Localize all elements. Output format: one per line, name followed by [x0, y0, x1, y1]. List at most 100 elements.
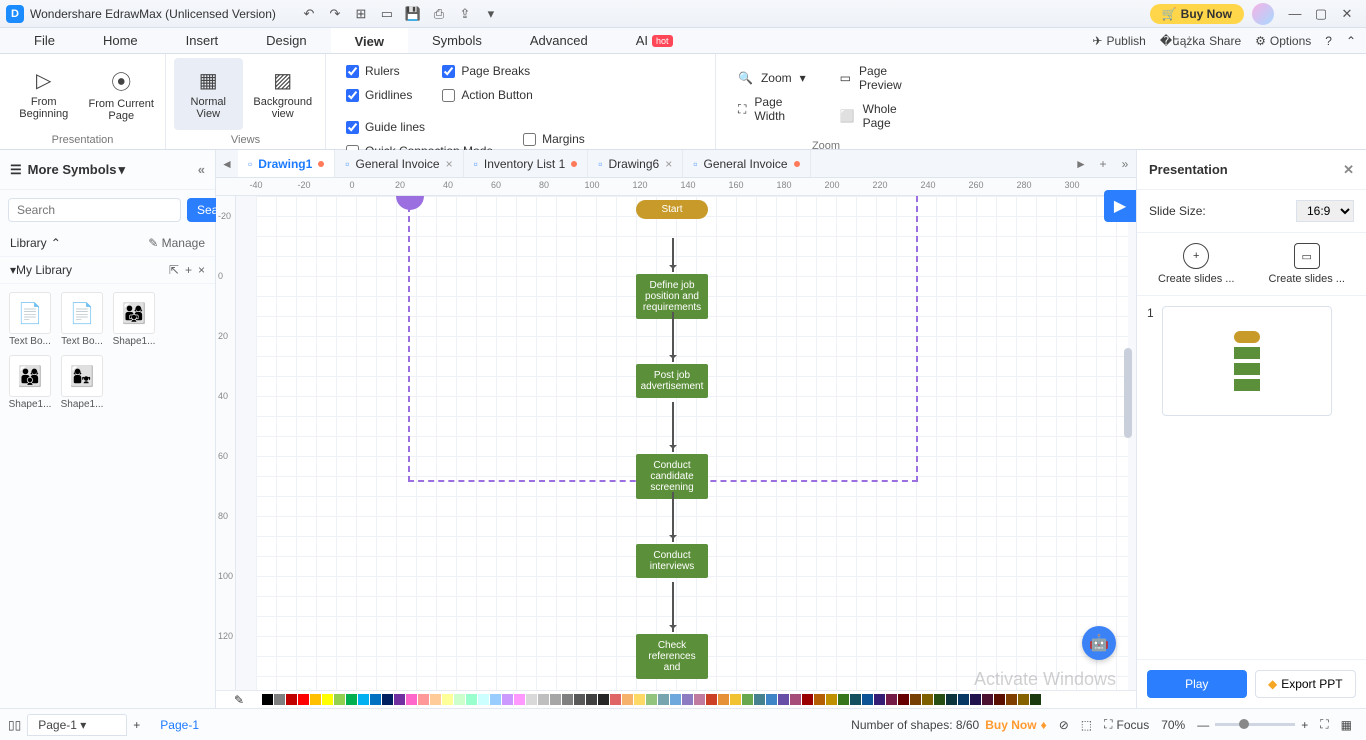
color-swatch[interactable]	[334, 694, 345, 705]
color-swatch[interactable]	[958, 694, 969, 705]
from-beginning-button[interactable]: ▷From Beginning	[8, 58, 80, 130]
color-swatch[interactable]	[862, 694, 873, 705]
buy-now-button[interactable]: 🛒 Buy Now	[1150, 4, 1244, 24]
canvas[interactable]: -20020406080100120 StartDefine job posit…	[216, 196, 1136, 708]
color-swatch[interactable]	[622, 694, 633, 705]
zoom-out-icon[interactable]: —	[1191, 718, 1215, 732]
color-swatch[interactable]	[526, 694, 537, 705]
tabs-next-icon[interactable]: ►	[1070, 157, 1092, 171]
color-swatch[interactable]	[1018, 694, 1029, 705]
undo-icon[interactable]: ↶	[296, 4, 322, 24]
tabs-overflow-icon[interactable]: »	[1114, 157, 1136, 171]
menu-design[interactable]: Design	[242, 28, 330, 53]
background-view-button[interactable]: ▨Background view	[249, 58, 318, 130]
page-width-button[interactable]: ⛶ Page Width	[738, 95, 806, 123]
color-swatch[interactable]	[874, 694, 885, 705]
export-icon[interactable]: ⇪	[452, 4, 478, 24]
color-swatch[interactable]	[658, 694, 669, 705]
color-swatch[interactable]	[442, 694, 453, 705]
color-swatch[interactable]	[802, 694, 813, 705]
chat-icon[interactable]: 🤖	[1082, 626, 1116, 660]
color-swatch[interactable]	[898, 694, 909, 705]
color-swatch[interactable]	[730, 694, 741, 705]
color-swatch[interactable]	[754, 694, 765, 705]
manage-button[interactable]: ✎ Manage	[148, 236, 205, 250]
color-swatch[interactable]	[814, 694, 825, 705]
action-button-checkbox[interactable]: Action Button	[442, 88, 532, 102]
color-swatch[interactable]	[466, 694, 477, 705]
selection-handle[interactable]	[396, 196, 424, 210]
create-slides-2-button[interactable]: ▭Create slides ...	[1269, 243, 1345, 285]
color-swatch[interactable]	[418, 694, 429, 705]
more-icon[interactable]: ▾	[478, 4, 504, 24]
zoom-slider[interactable]	[1215, 723, 1295, 726]
color-swatch[interactable]	[262, 694, 273, 705]
menu-symbols[interactable]: Symbols	[408, 28, 506, 53]
fit-icon[interactable]: ⛶	[1314, 717, 1334, 732]
doc-tab[interactable]: ▫Inventory List 1	[464, 150, 589, 177]
color-swatch[interactable]	[274, 694, 285, 705]
zoom-button[interactable]: 🔍 Zoom▾	[738, 71, 806, 85]
color-swatch[interactable]	[250, 694, 261, 705]
selection-box[interactable]	[408, 196, 410, 482]
whole-page-button[interactable]: ⬜ Whole Page	[840, 102, 914, 130]
color-swatch[interactable]	[646, 694, 657, 705]
slide-thumbnail[interactable]	[1162, 306, 1332, 416]
gridlines-checkbox[interactable]: Gridlines	[346, 88, 412, 102]
color-swatch[interactable]	[394, 694, 405, 705]
color-swatch[interactable]	[502, 694, 513, 705]
lib-add-icon[interactable]: +	[185, 263, 192, 277]
color-swatch[interactable]	[538, 694, 549, 705]
page-preview-button[interactable]: ▭ Page Preview	[840, 64, 914, 92]
open-icon[interactable]: ▭	[374, 4, 400, 24]
status-icon-1[interactable]: ⊘	[1053, 718, 1075, 732]
color-swatch[interactable]	[838, 694, 849, 705]
color-swatch[interactable]	[478, 694, 489, 705]
search-input[interactable]	[8, 198, 181, 222]
eyedropper-icon[interactable]: ✎	[234, 693, 244, 707]
maximize-icon[interactable]: ▢	[1308, 4, 1334, 24]
shape-item[interactable]: 📄Text Bo...	[60, 292, 104, 347]
doc-tab[interactable]: ▫Drawing6×	[588, 150, 683, 177]
collapse-ribbon-icon[interactable]: ⌃	[1346, 34, 1356, 48]
color-swatch[interactable]	[994, 694, 1005, 705]
close-icon[interactable]: ✕	[1334, 4, 1360, 24]
color-swatch[interactable]	[778, 694, 789, 705]
flow-node[interactable]: Post job advertisement	[636, 364, 708, 398]
color-swatch[interactable]	[1006, 694, 1017, 705]
color-swatch[interactable]	[970, 694, 981, 705]
tab-close-icon[interactable]: ×	[446, 157, 453, 171]
shape-item[interactable]: 👨‍👩‍👧Shape1...	[112, 292, 156, 347]
margins-checkbox[interactable]: Margins	[523, 132, 585, 146]
color-swatch[interactable]	[454, 694, 465, 705]
color-swatch[interactable]	[910, 694, 921, 705]
active-page-tab[interactable]: Page-1	[160, 718, 199, 732]
color-swatch[interactable]	[286, 694, 297, 705]
share-button[interactable]: �եążka Share	[1160, 34, 1241, 48]
more-symbols-header[interactable]: ☰More Symbols▾«	[0, 150, 215, 190]
color-swatch[interactable]	[886, 694, 897, 705]
menu-home[interactable]: Home	[79, 28, 162, 53]
selection-box-3[interactable]	[916, 196, 918, 482]
print-icon[interactable]: ⎙	[426, 4, 452, 24]
guide-lines-checkbox[interactable]: Guide lines	[346, 120, 493, 134]
color-swatch[interactable]	[850, 694, 861, 705]
menu-ai[interactable]: AIhot	[612, 28, 697, 53]
flow-node[interactable]: Check references and	[636, 634, 708, 679]
avatar[interactable]	[1252, 3, 1274, 25]
color-swatch[interactable]	[670, 694, 681, 705]
page-select[interactable]: Page-1 ▾	[27, 714, 127, 736]
color-swatch[interactable]	[790, 694, 801, 705]
from-current-button[interactable]: ⦿From Current Page	[86, 58, 158, 130]
menu-insert[interactable]: Insert	[162, 28, 243, 53]
doc-tab[interactable]: ▫General Invoice×	[335, 150, 463, 177]
menu-view[interactable]: View	[331, 28, 408, 53]
color-swatch[interactable]	[370, 694, 381, 705]
zoom-value[interactable]: 70%	[1155, 718, 1191, 732]
color-swatch[interactable]	[946, 694, 957, 705]
create-slides-1-button[interactable]: +Create slides ...	[1158, 243, 1234, 285]
color-swatch[interactable]	[982, 694, 993, 705]
flow-node[interactable]: Start	[636, 200, 708, 219]
doc-tab[interactable]: ▫Drawing1	[238, 150, 335, 177]
color-swatch[interactable]	[514, 694, 525, 705]
